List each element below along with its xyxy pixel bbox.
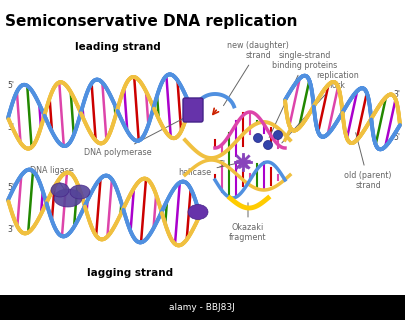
Ellipse shape	[264, 140, 273, 149]
FancyBboxPatch shape	[183, 98, 203, 122]
Text: Semiconservative DNA replication: Semiconservative DNA replication	[5, 14, 298, 29]
Ellipse shape	[254, 133, 262, 142]
Text: 3': 3'	[393, 90, 400, 99]
Text: 3': 3'	[7, 225, 14, 234]
Ellipse shape	[51, 183, 69, 197]
Text: 5': 5'	[218, 160, 225, 169]
Ellipse shape	[70, 185, 90, 199]
Text: DNA ligase: DNA ligase	[30, 166, 74, 193]
Ellipse shape	[188, 204, 208, 220]
Ellipse shape	[273, 131, 283, 140]
Text: 5': 5'	[7, 183, 14, 192]
Text: 3': 3'	[7, 123, 14, 132]
Text: new (daughter)
strand: new (daughter) strand	[224, 41, 289, 106]
Text: replication
fork: replication fork	[282, 71, 359, 143]
Text: DNA polymerase: DNA polymerase	[84, 116, 188, 157]
Text: lagging strand: lagging strand	[87, 268, 173, 278]
Text: helicase: helicase	[179, 163, 240, 177]
Text: 5': 5'	[7, 81, 14, 90]
Text: 5': 5'	[393, 133, 400, 142]
Text: leading strand: leading strand	[75, 42, 161, 52]
Text: Okazaki
fragment: Okazaki fragment	[229, 203, 267, 242]
Ellipse shape	[54, 189, 82, 207]
Text: single-strand
binding proteins: single-strand binding proteins	[269, 51, 338, 138]
Bar	[0, 295, 405, 320]
Text: 3': 3'	[196, 115, 203, 124]
Text: alamy - BBJ83J: alamy - BBJ83J	[169, 303, 235, 313]
Text: old (parent)
strand: old (parent) strand	[344, 133, 392, 190]
